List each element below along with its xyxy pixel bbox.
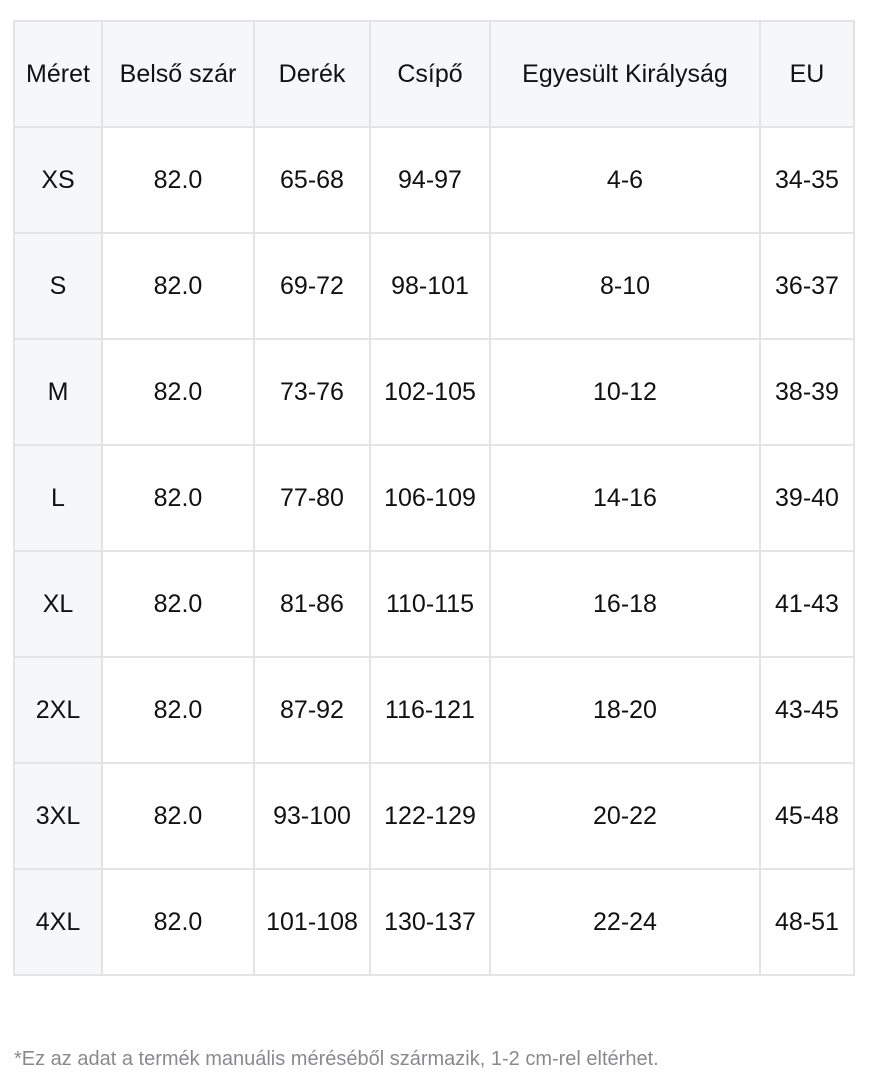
column-header: EU xyxy=(759,20,855,128)
table-cell: 14-16 xyxy=(489,444,761,552)
header-row: Méret Belső szár Derék Csípő Egyesült Király… xyxy=(13,20,855,128)
table-cell: 82.0 xyxy=(101,868,255,976)
table-row: 2XL 82.0 87-92 116-121 18-20 43-45 xyxy=(13,656,855,764)
table-cell: 20-22 xyxy=(489,762,761,870)
footnote: *Ez az adat a termék manuális méréséből … xyxy=(14,1048,659,1070)
table-row: S 82.0 69-72 98-101 8-10 36-37 xyxy=(13,232,855,340)
table-cell: 16-18 xyxy=(489,550,761,658)
table-cell: 77-80 xyxy=(253,444,371,552)
column-header: Derék xyxy=(253,20,371,128)
size-cell: XS xyxy=(13,126,103,234)
table-cell: 82.0 xyxy=(101,656,255,764)
table-cell: 82.0 xyxy=(101,550,255,658)
size-chart-table: Méret Belső szár Derék Csípő Egyesült Király… xyxy=(13,20,855,976)
size-cell: L xyxy=(13,444,103,552)
column-header: Csípő xyxy=(369,20,491,128)
table-cell: 4-6 xyxy=(489,126,761,234)
size-cell: 4XL xyxy=(13,868,103,976)
table-cell: 82.0 xyxy=(101,232,255,340)
table-row: XL 82.0 81-86 110-115 16-18 41-43 xyxy=(13,550,855,658)
table-cell: 82.0 xyxy=(101,338,255,446)
table-cell: 106-109 xyxy=(369,444,491,552)
size-cell: XL xyxy=(13,550,103,658)
table-row: M 82.0 73-76 102-105 10-12 38-39 xyxy=(13,338,855,446)
column-header: Egyesült Királyság xyxy=(489,20,761,128)
table-row: 4XL 82.0 101-108 130-137 22-24 48-51 xyxy=(13,868,855,976)
table-cell: 130-137 xyxy=(369,868,491,976)
table-cell: 39-40 xyxy=(759,444,855,552)
table-cell: 101-108 xyxy=(253,868,371,976)
table-cell: 116-121 xyxy=(369,656,491,764)
table-cell: 82.0 xyxy=(101,126,255,234)
table-cell: 38-39 xyxy=(759,338,855,446)
table-cell: 98-101 xyxy=(369,232,491,340)
size-cell: 3XL xyxy=(13,762,103,870)
table-cell: 81-86 xyxy=(253,550,371,658)
table-cell: 45-48 xyxy=(759,762,855,870)
table-cell: 82.0 xyxy=(101,444,255,552)
size-cell: 2XL xyxy=(13,656,103,764)
table-cell: 122-129 xyxy=(369,762,491,870)
table-cell: 73-76 xyxy=(253,338,371,446)
table-row: XS 82.0 65-68 94-97 4-6 34-35 xyxy=(13,126,855,234)
table-cell: 43-45 xyxy=(759,656,855,764)
column-header: Belső szár xyxy=(101,20,255,128)
table-cell: 10-12 xyxy=(489,338,761,446)
table-cell: 87-92 xyxy=(253,656,371,764)
table-cell: 36-37 xyxy=(759,232,855,340)
table-cell: 41-43 xyxy=(759,550,855,658)
table-cell: 110-115 xyxy=(369,550,491,658)
table-cell: 82.0 xyxy=(101,762,255,870)
table-cell: 8-10 xyxy=(489,232,761,340)
table-cell: 69-72 xyxy=(253,232,371,340)
table-cell: 22-24 xyxy=(489,868,761,976)
table-cell: 48-51 xyxy=(759,868,855,976)
table-cell: 34-35 xyxy=(759,126,855,234)
table-row: 3XL 82.0 93-100 122-129 20-22 45-48 xyxy=(13,762,855,870)
table-cell: 94-97 xyxy=(369,126,491,234)
size-cell: S xyxy=(13,232,103,340)
table-cell: 93-100 xyxy=(253,762,371,870)
table-row: L 82.0 77-80 106-109 14-16 39-40 xyxy=(13,444,855,552)
table-cell: 65-68 xyxy=(253,126,371,234)
table-cell: 18-20 xyxy=(489,656,761,764)
table-cell: 102-105 xyxy=(369,338,491,446)
size-cell: M xyxy=(13,338,103,446)
column-header: Méret xyxy=(13,20,103,128)
